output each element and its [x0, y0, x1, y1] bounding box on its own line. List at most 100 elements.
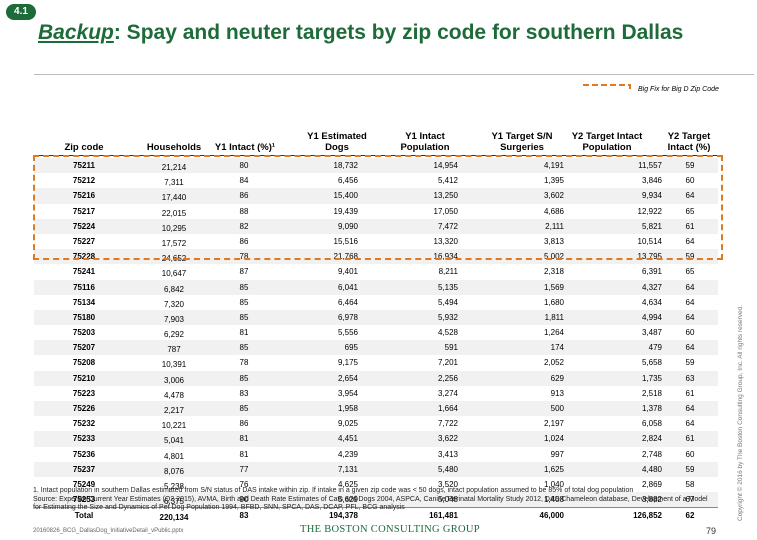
table-body: 75211 21,214 80 18,732 14,954 4,191 11,557 59 75… [34, 158, 718, 524]
table-cell: 87 [239, 267, 249, 277]
table-cell: 194,378 [329, 511, 358, 521]
table-cell: 85 [239, 404, 249, 413]
table-cell: 75217 [72, 206, 96, 216]
table-cell: 75237 [72, 464, 96, 474]
table-cell: 84 [239, 176, 249, 186]
copyright-notice: Copyright © 2016 by The Boston Consultin… [737, 304, 744, 521]
table-cell: 65 [685, 206, 695, 216]
table-cell: 61 [685, 221, 695, 231]
table-cell: 17,050 [433, 206, 458, 216]
table-cell: 64 [685, 312, 695, 322]
table-cell: 5,412 [437, 176, 458, 186]
table-cell: 10,295 [161, 223, 187, 233]
table-cell: 997 [550, 449, 564, 459]
table-cell: 7,320 [163, 299, 185, 309]
table-cell: 85 [239, 343, 249, 353]
table-cell: 61 [685, 434, 695, 444]
table-cell: 913 [550, 388, 564, 398]
table-cell: 14,954 [433, 161, 458, 170]
table-row: 75226 2,217 85 1,958 1,664 500 1,378 64 [34, 401, 718, 417]
table-cell: 15,400 [333, 191, 358, 201]
table-cell: 6,041 [337, 282, 358, 292]
header-y1-intact-population: Y1 Intact Population [400, 131, 450, 153]
table-cell: 15,516 [333, 236, 358, 246]
table-cell: 7,131 [337, 464, 358, 474]
table-cell: 22,015 [161, 208, 187, 218]
table-cell: 2,654 [337, 373, 358, 383]
table-cell: 1,625 [543, 464, 564, 474]
table-cell: 75232 [72, 419, 96, 429]
table-cell: 3,413 [437, 449, 458, 459]
table-cell: 9,025 [337, 419, 358, 429]
table-cell: 85 [239, 282, 249, 292]
table-cell: 5,135 [437, 282, 458, 292]
table-cell: 82 [239, 221, 249, 231]
table-cell: 64 [685, 191, 695, 201]
table-cell: 59 [685, 252, 695, 262]
table-cell: 76 [239, 479, 249, 489]
table-cell: 2,256 [437, 373, 458, 383]
table-cell: 3,274 [437, 388, 458, 398]
header-divider [34, 155, 718, 156]
table-cell: 7,722 [437, 419, 458, 429]
table-cell: 174 [550, 343, 564, 353]
table-cell: 64 [685, 236, 695, 246]
table-cell: 7,903 [163, 314, 185, 324]
table-cell: 18,732 [333, 161, 358, 170]
table-cell: 5,932 [437, 312, 458, 322]
table-cell: 3,602 [543, 191, 564, 201]
table-cell: 60 [685, 449, 695, 459]
table-cell: 10,514 [637, 236, 662, 246]
table-cell: 8,076 [163, 466, 185, 476]
table-row: 75224 10,295 82 9,090 7,472 2,111 5,821 61 [34, 218, 718, 234]
table-cell: 5,658 [641, 358, 662, 368]
table-cell: 3,954 [337, 388, 358, 398]
page-title: Backup: Spay and neuter targets by zip c… [38, 20, 698, 45]
total-row: Total 220,134 83 194,378 161,481 46,000 126,85… [34, 507, 718, 523]
table-cell: 6,456 [337, 176, 358, 186]
table-cell: 6,375 [163, 497, 185, 507]
legend-label: Big Fix for Big D Zip Code [638, 86, 719, 93]
table-cell: 1,958 [337, 404, 358, 413]
table-cell: 13,320 [433, 236, 458, 246]
table-cell: 75203 [72, 328, 96, 338]
table-cell: 81 [239, 328, 249, 338]
table-row: 75211 21,214 80 18,732 14,954 4,191 11,557 59 [34, 158, 718, 174]
table-cell: 1,264 [543, 328, 564, 338]
table-cell: 85 [239, 312, 249, 322]
table-cell: 17,440 [161, 193, 187, 203]
table-cell: 81 [239, 434, 249, 444]
table-cell: 9,401 [337, 267, 358, 277]
table-cell: 59 [685, 358, 695, 368]
title-prefix: Backup [38, 21, 114, 44]
table-cell: 75134 [72, 297, 96, 307]
table-row: 75208 10,391 78 9,175 7,201 2,052 5,658 59 [34, 355, 718, 370]
table-cell: 10,647 [161, 269, 187, 279]
header-y2-target-intact-population: Y2 Target Intact Population [571, 131, 643, 153]
table-row: 75233 5,041 81 4,451 3,622 1,024 2,824 61 [34, 431, 718, 447]
table-cell: 12,922 [637, 206, 662, 216]
table-cell: 19,439 [333, 206, 358, 216]
table-cell: 17,572 [161, 238, 187, 248]
table-cell: 500 [550, 404, 564, 413]
table-cell: 591 [444, 343, 458, 353]
table-cell: 13,250 [433, 191, 458, 201]
table-cell: 2,824 [641, 434, 662, 444]
table-cell: 86 [239, 191, 249, 201]
table-cell: 2,869 [641, 479, 662, 489]
table-cell: 75180 [72, 312, 96, 322]
table-cell: 695 [344, 343, 358, 353]
table-cell: 21,768 [333, 252, 358, 262]
table-cell: 4,801 [163, 451, 185, 461]
table-cell: 75253 [72, 495, 96, 505]
table-cell: 16,934 [433, 252, 458, 262]
table-cell: 1,378 [641, 404, 662, 413]
table-cell: 64 [685, 419, 695, 429]
table-cell: 629 [550, 373, 564, 383]
header-zip-code: Zip code [64, 142, 104, 153]
table-cell: 7,201 [437, 358, 458, 368]
table-cell: 86 [239, 419, 249, 429]
table-cell: 58 [685, 479, 695, 489]
table-cell: 3,622 [437, 434, 458, 444]
table-cell: 59 [685, 161, 695, 170]
